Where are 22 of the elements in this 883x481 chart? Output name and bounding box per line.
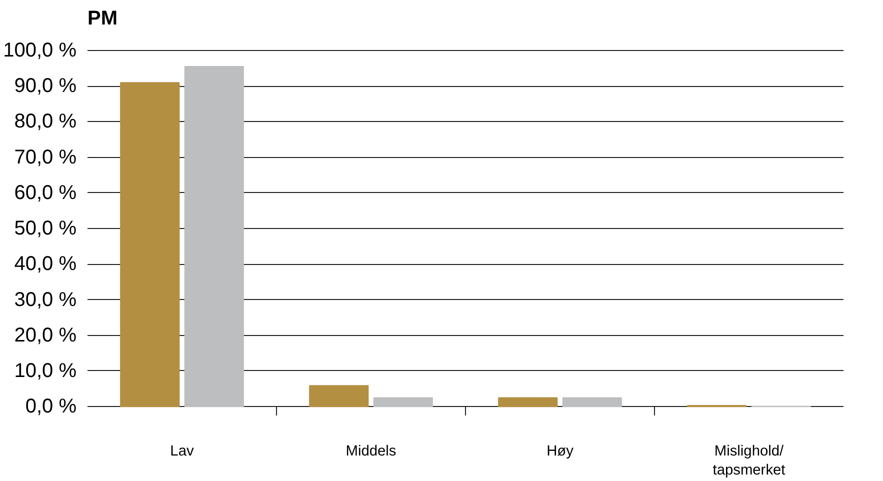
y-tick-label: 40,0 % — [14, 253, 77, 276]
y-tick-label: 70,0 % — [14, 146, 77, 168]
y-tick-label: 80,0 % — [14, 110, 77, 133]
bar — [309, 385, 369, 408]
y-tick-label: 100,0 % — [3, 40, 77, 62]
chart-title: PM — [88, 8, 118, 30]
bar — [184, 66, 244, 408]
y-tick-label: 30,0 % — [14, 288, 77, 311]
bar — [498, 397, 558, 408]
bar — [562, 397, 622, 408]
bar — [373, 397, 433, 408]
y-tick-label: 0,0 % — [25, 396, 77, 418]
y-tick-label: 60,0 % — [14, 182, 77, 204]
y-tick-label: 90,0 % — [14, 75, 77, 98]
y-tick-label: 20,0 % — [14, 324, 77, 346]
y-tick-label: 50,0 % — [14, 218, 77, 240]
x-tick-label: Mislighold/ tapsmerket — [712, 444, 786, 479]
y-tick-label: 10,0 % — [14, 360, 77, 382]
x-tick-label: Høy — [546, 444, 574, 460]
bar — [120, 82, 180, 408]
x-tick-label: Middels — [346, 444, 396, 460]
x-tick-label: Lav — [170, 444, 194, 460]
